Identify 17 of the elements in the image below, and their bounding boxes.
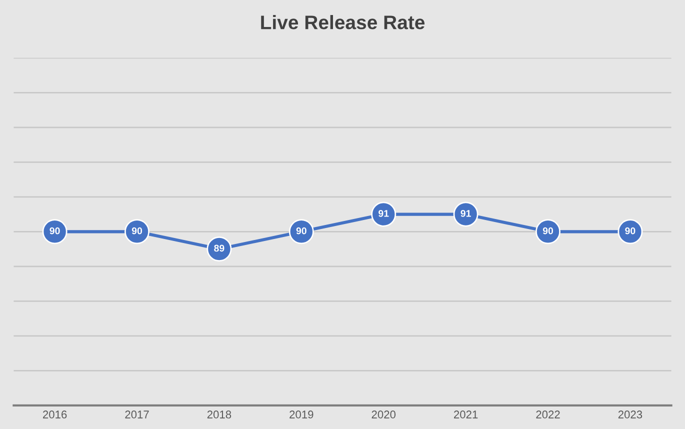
data-label: 90 (625, 227, 636, 234)
data-label: 90 (132, 227, 142, 234)
data-label: 89 (214, 244, 224, 252)
x-tick-label: 2016 (43, 410, 67, 418)
data-label: 91 (378, 210, 389, 217)
x-tick-label: 2017 (125, 410, 149, 418)
x-tick-label: 2019 (290, 410, 314, 418)
data-label: 90 (296, 227, 306, 234)
x-tick-label: 2018 (207, 410, 232, 418)
x-tick-label: 2022 (536, 410, 560, 418)
x-tick-label: 2020 (372, 410, 396, 418)
data-label: 90 (50, 227, 60, 234)
x-tick-label: 2021 (454, 410, 478, 418)
data-label: 90 (542, 227, 554, 234)
data-label: 91 (460, 210, 471, 217)
chart-title: Live Release Rate (261, 15, 425, 30)
x-tick-label: 2023 (618, 410, 642, 418)
